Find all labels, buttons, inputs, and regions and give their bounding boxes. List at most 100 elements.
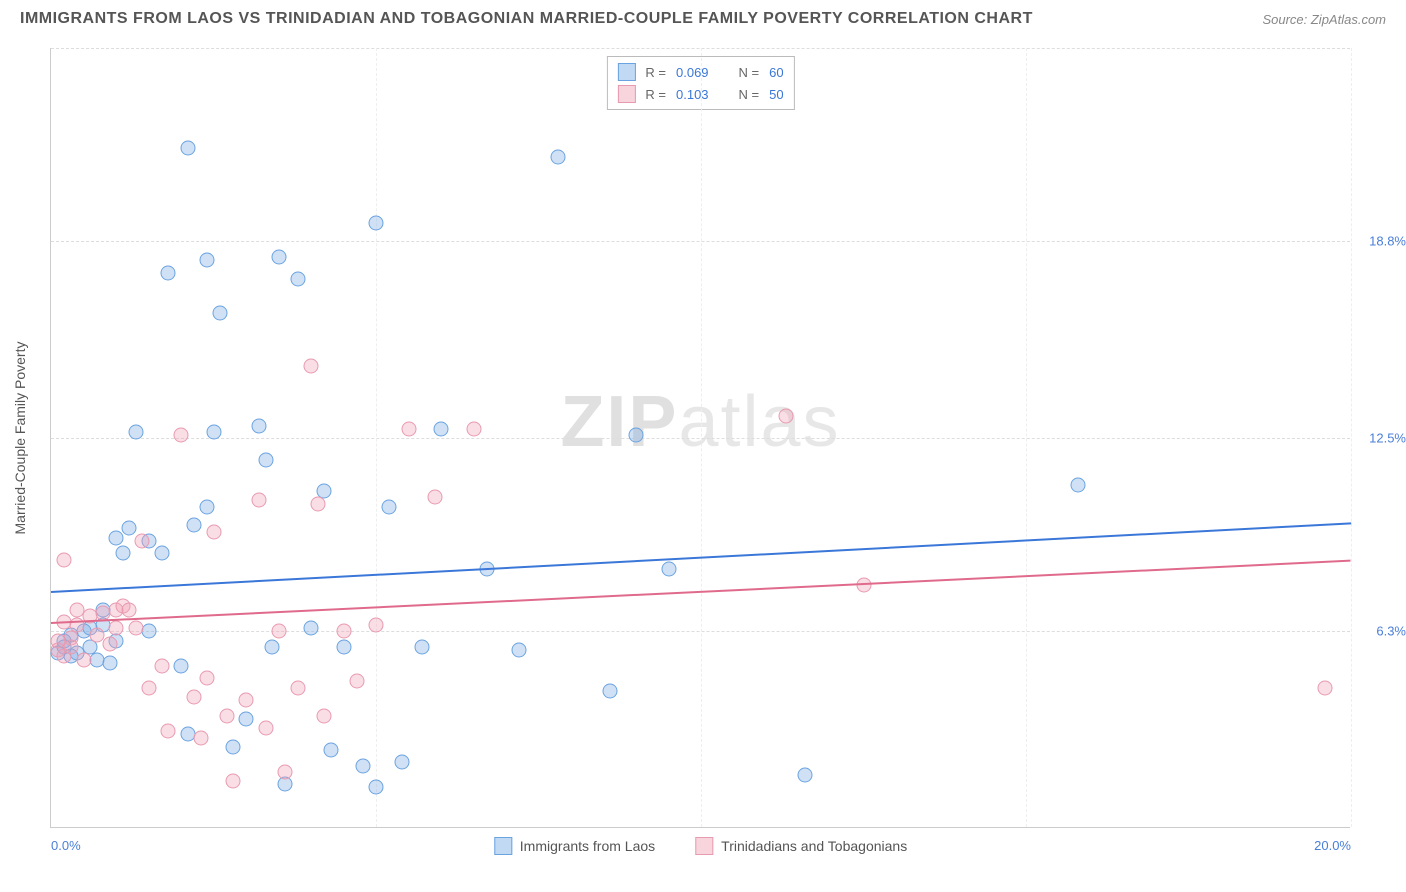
legend-r-label: R = <box>645 87 666 102</box>
scatter-point <box>1318 680 1333 695</box>
scatter-point <box>291 680 306 695</box>
scatter-point <box>109 530 124 545</box>
scatter-point <box>512 643 527 658</box>
scatter-point <box>778 409 793 424</box>
scatter-point <box>369 780 384 795</box>
scatter-point <box>102 655 117 670</box>
legend-r-value: 0.103 <box>676 87 709 102</box>
scatter-point <box>187 689 202 704</box>
legend-swatch <box>617 63 635 81</box>
scatter-point <box>401 421 416 436</box>
scatter-point <box>551 150 566 165</box>
scatter-point <box>128 621 143 636</box>
scatter-point <box>369 215 384 230</box>
scatter-point <box>174 427 189 442</box>
scatter-point <box>427 490 442 505</box>
legend-swatch <box>617 85 635 103</box>
scatter-point <box>603 683 618 698</box>
plot-container: Married-Couple Family Poverty ZIPatlas R… <box>50 48 1350 828</box>
scatter-point <box>109 621 124 636</box>
legend-n-label: N = <box>739 87 760 102</box>
watermark-bold: ZIP <box>560 382 678 462</box>
scatter-point <box>154 546 169 561</box>
scatter-point <box>206 524 221 539</box>
scatter-point <box>161 265 176 280</box>
scatter-point <box>466 421 481 436</box>
scatter-point <box>304 621 319 636</box>
scatter-point <box>369 618 384 633</box>
scatter-point <box>629 427 644 442</box>
scatter-point <box>382 499 397 514</box>
scatter-point <box>187 518 202 533</box>
scatter-point <box>154 658 169 673</box>
scatter-point <box>200 499 215 514</box>
plot-area: ZIPatlas R =0.069N =60R =0.103N =50 Immi… <box>50 48 1350 828</box>
legend-r-value: 0.069 <box>676 65 709 80</box>
scatter-point <box>239 711 254 726</box>
scatter-point <box>258 452 273 467</box>
scatter-point <box>161 724 176 739</box>
legend-series: Immigrants from Laos Trinidadians and Tob… <box>494 837 907 855</box>
legend-series-item: Immigrants from Laos <box>494 837 655 855</box>
scatter-point <box>141 680 156 695</box>
scatter-point <box>102 636 117 651</box>
legend-r-label: R = <box>645 65 666 80</box>
scatter-point <box>128 424 143 439</box>
legend-n-value: 50 <box>769 87 783 102</box>
scatter-point <box>252 493 267 508</box>
scatter-point <box>271 250 286 265</box>
scatter-point <box>193 730 208 745</box>
scatter-point <box>219 708 234 723</box>
scatter-point <box>180 140 195 155</box>
scatter-point <box>226 774 241 789</box>
scatter-point <box>336 640 351 655</box>
gridline-v <box>1026 48 1027 827</box>
scatter-point <box>135 533 150 548</box>
gridline-v <box>1351 48 1352 827</box>
scatter-point <box>265 640 280 655</box>
scatter-point <box>200 253 215 268</box>
scatter-point <box>213 306 228 321</box>
gridline-v <box>376 48 377 827</box>
y-tick-label: 18.8% <box>1358 234 1406 249</box>
scatter-point <box>323 743 338 758</box>
scatter-point <box>115 546 130 561</box>
title-bar: IMMIGRANTS FROM LAOS VS TRINIDADIAN AND … <box>0 0 1406 34</box>
legend-series-label: Trinidadians and Tobagonians <box>721 838 907 854</box>
source-label: Source: ZipAtlas.com <box>1262 12 1386 27</box>
scatter-point <box>310 496 325 511</box>
x-tick-label: 0.0% <box>51 838 81 853</box>
scatter-point <box>122 602 137 617</box>
scatter-point <box>414 640 429 655</box>
y-tick-label: 12.5% <box>1358 431 1406 446</box>
scatter-point <box>239 693 254 708</box>
watermark-light: atlas <box>678 382 840 462</box>
scatter-point <box>336 624 351 639</box>
scatter-point <box>271 624 286 639</box>
legend-series-item: Trinidadians and Tobagonians <box>695 837 907 855</box>
legend-n-value: 60 <box>769 65 783 80</box>
scatter-point <box>304 359 319 374</box>
legend-series-label: Immigrants from Laos <box>520 838 655 854</box>
legend-swatch <box>695 837 713 855</box>
scatter-point <box>122 521 137 536</box>
scatter-point <box>317 708 332 723</box>
y-tick-label: 6.3% <box>1358 624 1406 639</box>
scatter-point <box>76 652 91 667</box>
scatter-point <box>291 271 306 286</box>
y-axis-label: Married-Couple Family Poverty <box>12 342 28 535</box>
scatter-point <box>434 421 449 436</box>
scatter-point <box>349 674 364 689</box>
gridline-v <box>701 48 702 827</box>
scatter-point <box>63 640 78 655</box>
scatter-point <box>1071 477 1086 492</box>
scatter-point <box>395 755 410 770</box>
x-tick-label: 20.0% <box>1314 838 1351 853</box>
scatter-point <box>206 424 221 439</box>
scatter-point <box>661 562 676 577</box>
legend-n-label: N = <box>739 65 760 80</box>
scatter-point <box>57 552 72 567</box>
scatter-point <box>226 739 241 754</box>
scatter-point <box>252 418 267 433</box>
scatter-point <box>174 658 189 673</box>
